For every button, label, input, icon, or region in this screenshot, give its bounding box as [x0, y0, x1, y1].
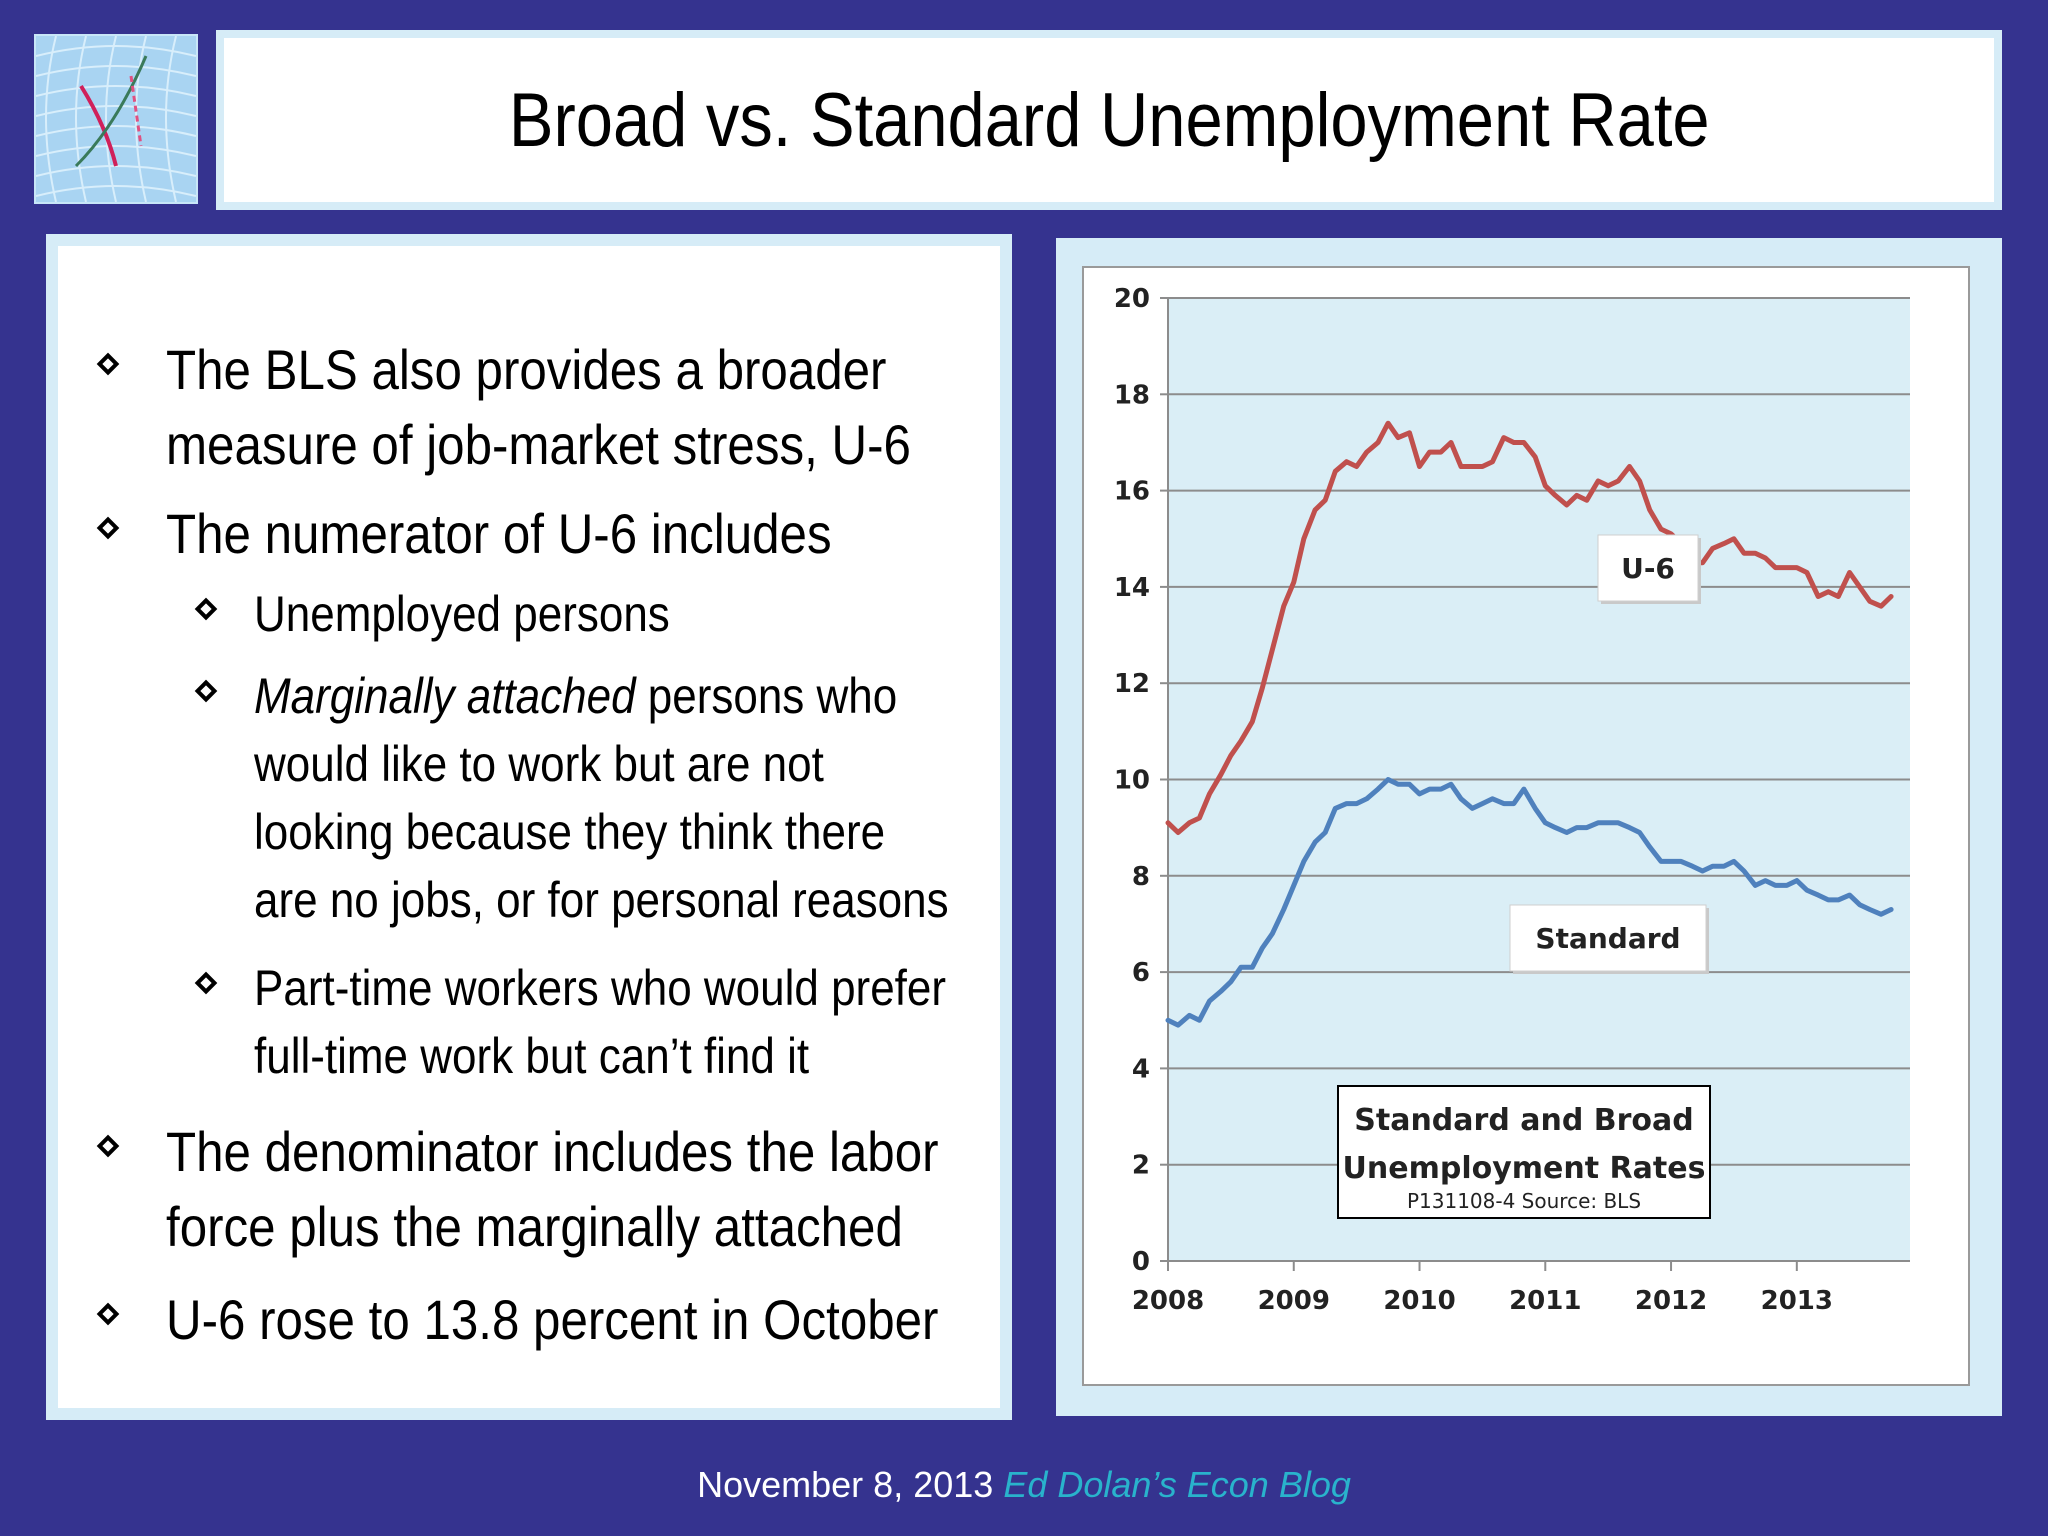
chart-source-note: P131108-4 Source: BLS: [1407, 1189, 1641, 1213]
bullet-line: would like to work but are not: [254, 736, 824, 792]
chart-frame: 0 2 4 6 8 10 12 14 16 18 20 2008 2009 2010 2011 2012 201…: [1082, 266, 1970, 1386]
y-tick-label: 0: [1132, 1247, 1150, 1277]
chart-panel: 0 2 4 6 8 10 12 14 16 18 20 2008 2009 2010 2011 2012 201…: [1056, 238, 2002, 1416]
y-tick-label: 14: [1114, 573, 1150, 603]
bullet-line: full-time work but can’t find it: [254, 1028, 810, 1084]
y-tick-label: 18: [1114, 380, 1150, 410]
chart-title-line2: Unemployment Rates: [1343, 1151, 1706, 1186]
bullet-line: are no jobs, or for personal reasons: [254, 872, 949, 928]
footer-date: November 8, 2013: [697, 1464, 994, 1505]
u6-label: U-6: [1621, 552, 1675, 585]
series-line-u6: [1165, 420, 1894, 835]
diamond-bullet-icon: [96, 352, 120, 376]
x-tick-label: 2008: [1132, 1286, 1204, 1316]
bullet-line: The BLS also provides a broader: [166, 338, 887, 401]
y-tick-label: 4: [1132, 1054, 1150, 1084]
standard-label: Standard: [1535, 922, 1680, 955]
bullet-italic-term: Marginally attached: [254, 668, 636, 724]
y-tick-label: 20: [1114, 284, 1150, 314]
x-tick-label: 2013: [1761, 1286, 1833, 1316]
y-tick-label: 12: [1114, 669, 1150, 699]
bullet-line: U-6 rose to 13.8 percent in October: [166, 1288, 939, 1351]
bullet-line: The numerator of U-6 includes: [166, 502, 832, 565]
y-tick-label: 16: [1114, 477, 1150, 507]
unemployment-chart: 0 2 4 6 8 10 12 14 16 18 20 2008 2009 2010 2011 2012 201…: [1114, 284, 1910, 1316]
blog-logo: [34, 34, 198, 204]
bullet-line: measure of job-market stress, U-6: [166, 413, 911, 476]
x-tick-label: 2011: [1509, 1286, 1581, 1316]
chart-title-box: [1337, 1085, 1711, 1219]
footer-blog-name: Ed Dolan’s Econ Blog: [1003, 1464, 1351, 1505]
bullet-line: The denominator includes the labor: [166, 1120, 939, 1183]
u6-label-box: [1597, 534, 1699, 602]
page-title: Broad vs. Standard Unemployment Rate: [508, 77, 1710, 163]
y-tick-label: 10: [1114, 766, 1150, 796]
x-tick-label: 2009: [1258, 1286, 1330, 1316]
bullet-line: Marginally attached persons who: [254, 668, 898, 724]
bullet-line: force plus the marginally attached: [166, 1195, 903, 1258]
title-box: Broad vs. Standard Unemployment Rate: [216, 30, 2002, 210]
y-tick-label: 6: [1132, 958, 1150, 988]
diamond-bullet-icon: [96, 516, 120, 540]
chart-title-line1: Standard and Broad: [1354, 1103, 1694, 1138]
diamond-bullet-icon: [194, 597, 218, 621]
diamond-bullet-icon: [194, 679, 218, 703]
standard-label-box: [1509, 904, 1707, 972]
bullet-line: Part-time workers who would prefer: [254, 960, 947, 1016]
series-line-standard: [1165, 777, 1894, 1028]
bullet-panel: The BLS also provides a broader measure o…: [46, 234, 1012, 1420]
diamond-bullet-icon: [96, 1302, 120, 1326]
bullet-line: Unemployed persons: [254, 586, 670, 642]
bullet-line: looking because they think there: [254, 804, 886, 860]
footer: November 8, 2013 Ed Dolan’s Econ Blog: [0, 1464, 2048, 1514]
diamond-bullet-icon: [96, 1134, 120, 1158]
x-tick-label: 2012: [1635, 1286, 1707, 1316]
y-tick-label: 2: [1132, 1151, 1150, 1181]
diamond-bullet-icon: [194, 971, 218, 995]
logo-graphic: [36, 36, 196, 202]
x-tick-label: 2010: [1383, 1286, 1455, 1316]
y-tick-label: 8: [1132, 862, 1150, 892]
